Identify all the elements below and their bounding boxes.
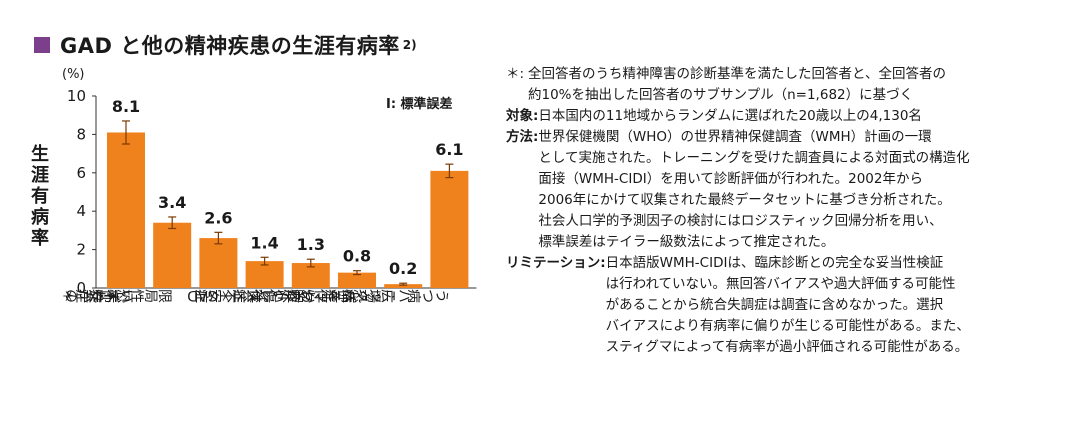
data-label: 3.4 <box>158 193 186 212</box>
category-label: 不安症＊ <box>62 287 118 303</box>
y-tick-label: 2 <box>76 241 86 259</box>
category-label: 心的外傷後 <box>249 287 319 303</box>
title-marker <box>34 37 50 53</box>
bar <box>107 132 145 288</box>
limitation-line: は行われていない。無回答バイアスや過大評価する可能性 <box>605 276 956 292</box>
category-label: うつ病 <box>407 287 449 303</box>
asterisk-note: ＊: 全回答者のうち精神障害の診断基準を満たした回答者と、全回答者の 約10%を… <box>506 64 1076 106</box>
chart-notes: ＊: 全回答者のうち精神障害の診断基準を満たした回答者と、全回答者の 約10%を… <box>506 64 1076 358</box>
method-line: 世界保健機関（WHO）の世界精神保健調査（WMH）計画の一環 <box>538 129 932 145</box>
title-reference: 2) <box>402 38 417 52</box>
y-axis-label-char: 涯 <box>31 164 49 186</box>
limitation-line: があることから統合失調症は調査に含めなかった。選択 <box>605 297 944 313</box>
method-line: 標準誤差はテイラー級数法によって推定された。 <box>538 234 835 250</box>
data-label: 1.3 <box>297 235 325 254</box>
y-tick-label: 6 <box>76 164 86 182</box>
data-label: 6.1 <box>435 140 463 159</box>
subject-note: 対象: 日本国内の11地域からランダムに選ばれた20歳以上の4,130名 <box>506 106 1076 127</box>
chart-title: GAD と他の精神疾患の生涯有病率 2) <box>34 30 417 60</box>
subject-text: 日本国内の11地域からランダムに選ばれた20歳以上の4,130名 <box>538 108 922 124</box>
y-tick-label: 4 <box>76 202 86 220</box>
y-tick-label: 10 <box>67 87 86 105</box>
error-bar-legend: I: 標準誤差 <box>386 96 453 112</box>
y-axis-label-char: 率 <box>31 227 49 249</box>
data-label: 0.8 <box>343 247 371 266</box>
bar <box>384 284 423 288</box>
method-line: 社会人口学的予測因子の検討にはロジスティック回帰分析を用い、 <box>538 213 943 229</box>
bar <box>338 272 376 288</box>
data-label: 2.6 <box>204 208 232 227</box>
limitation-line: バイアスにより有病率に偏りが生じる可能性がある。また、 <box>605 318 970 334</box>
category-label: 広場恐怖症 <box>324 287 394 303</box>
bar <box>153 222 192 288</box>
subject-label: 対象: <box>506 108 539 124</box>
category-label: GAD <box>187 287 218 303</box>
y-tick-label: 8 <box>76 125 86 143</box>
method-line: 面接（WMH-CIDI）を用いて診断評価が行われた。2002年から <box>538 171 923 187</box>
category-label: ストレス症＊ <box>218 287 302 303</box>
method-note: 方法: 世界保健機関（WHO）の世界精神保健調査（WMH）計画の一環 として実施… <box>506 127 1076 253</box>
category-label: パニック症 <box>287 287 357 303</box>
y-axis-label-char: 有 <box>31 185 49 207</box>
y-unit-label: (%) <box>62 67 85 82</box>
limitation-line: 日本語版WMH-CIDIは、臨床診断との完全な妥当性検証 <box>605 255 944 271</box>
asterisk-mark: ＊: <box>506 66 525 82</box>
asterisk-line: 全回答者のうち精神障害の診断基準を満たした回答者と、全回答者の <box>528 66 946 82</box>
asterisk-line: 約10%を抽出した回答者のサブサンプル（n=1,682）に基づく <box>528 87 914 103</box>
limitation-line: スティグマによって有病率が過小評価される可能性がある。 <box>605 339 969 355</box>
data-label: 0.2 <box>389 259 417 278</box>
bar <box>245 261 284 288</box>
y-tick-label: 0 <box>76 279 86 297</box>
method-label: 方法: <box>506 129 539 145</box>
bar <box>430 170 469 288</box>
title-text: GAD と他の精神疾患の生涯有病率 <box>60 34 400 58</box>
data-label: 8.1 <box>112 97 140 116</box>
category-label: 限局性恐怖症 <box>88 287 172 303</box>
y-axis-label-char: 病 <box>31 206 49 228</box>
category-label: いずれかの <box>64 287 134 303</box>
method-line: として実施された。トレーニングを受けた調査員による対面式の構造化 <box>538 150 970 166</box>
category-label: 社交不安症 <box>194 287 264 303</box>
category-label: パニック症を伴わない <box>272 287 412 303</box>
bar <box>199 238 238 288</box>
limitation-note: リミテーション: 日本語版WMH-CIDIは、臨床診断との完全な妥当性検証 は行… <box>506 253 1076 358</box>
method-line: 2006年にかけて収集された最終データセットに基づき分析された。 <box>538 192 951 208</box>
y-axis-label-char: 生 <box>31 143 49 165</box>
data-label: 1.4 <box>250 233 278 252</box>
limitation-label: リミテーション: <box>506 255 606 271</box>
